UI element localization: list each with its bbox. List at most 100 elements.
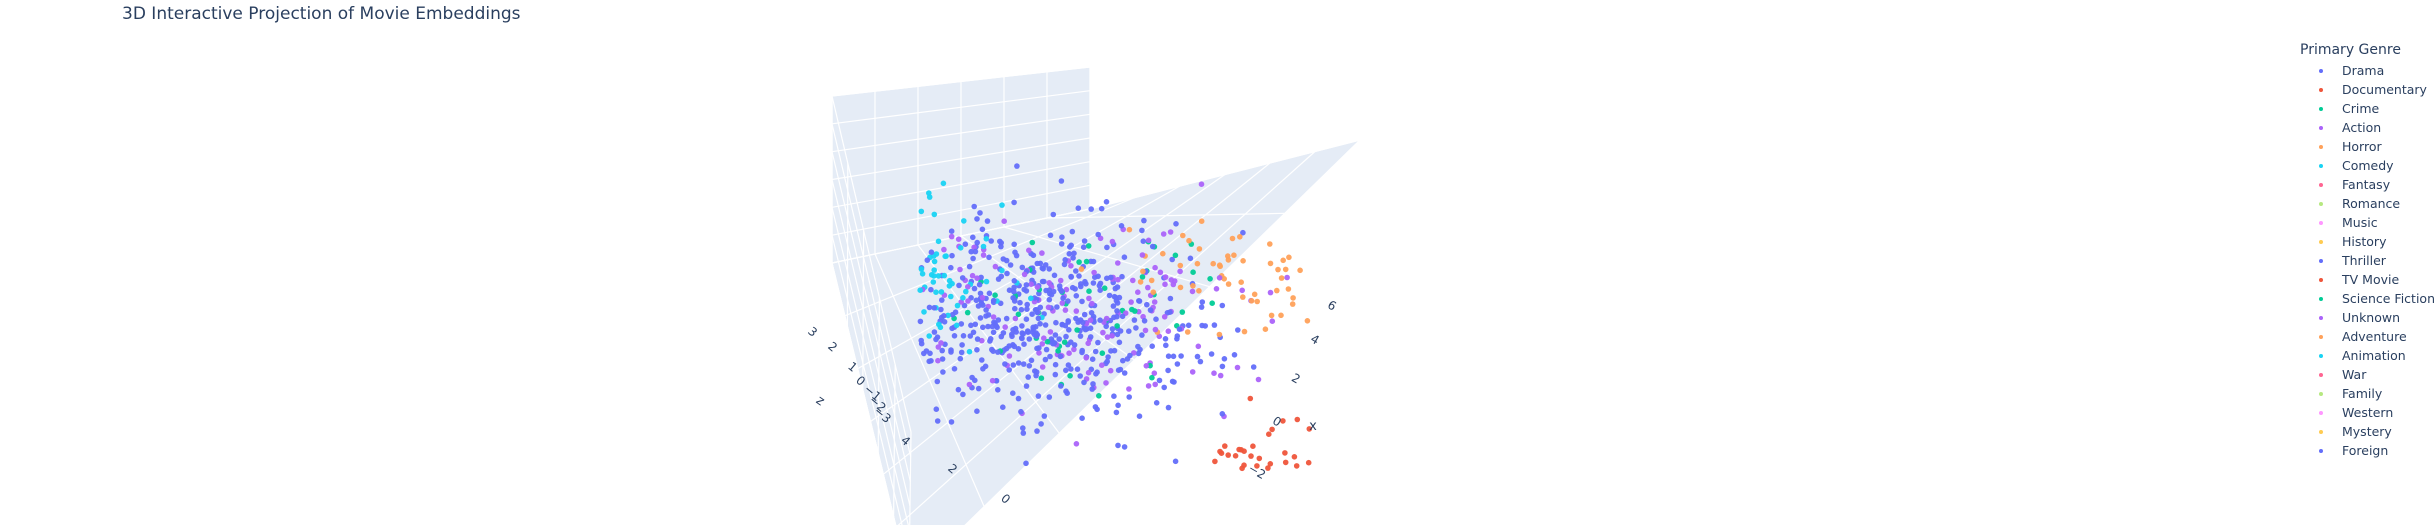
- point-drama[interactable]: [1080, 244, 1087, 250]
- point-drama[interactable]: [1097, 287, 1103, 294]
- point-drama[interactable]: [1161, 384, 1167, 391]
- point-comedy[interactable]: [1028, 295, 1034, 302]
- point-horror[interactable]: [1280, 257, 1286, 264]
- point-drama[interactable]: [1056, 336, 1062, 342]
- point-drama[interactable]: [1014, 163, 1020, 169]
- point-drama[interactable]: [1167, 295, 1174, 302]
- point-drama[interactable]: [1108, 348, 1114, 354]
- point-drama[interactable]: [1119, 273, 1125, 280]
- legend-item[interactable]: Documentary: [2300, 80, 2435, 99]
- point-drama[interactable]: [1063, 333, 1069, 340]
- point-drama[interactable]: [1054, 304, 1060, 310]
- point-crime[interactable]: [1096, 393, 1102, 399]
- point-documentary[interactable]: [1265, 465, 1271, 471]
- point-drama[interactable]: [1033, 372, 1039, 379]
- point-drama[interactable]: [1057, 353, 1064, 360]
- legend-item[interactable]: Fantasy: [2300, 175, 2435, 194]
- point-drama[interactable]: [1042, 356, 1049, 363]
- point-drama[interactable]: [951, 333, 958, 339]
- point-documentary[interactable]: [1232, 453, 1239, 459]
- point-drama[interactable]: [1090, 381, 1096, 387]
- point-documentary[interactable]: [1266, 431, 1272, 438]
- point-drama[interactable]: [1058, 178, 1065, 184]
- point-comedy[interactable]: [983, 236, 990, 242]
- point-drama[interactable]: [931, 305, 937, 311]
- point-action[interactable]: [1073, 441, 1080, 447]
- point-drama[interactable]: [949, 252, 955, 259]
- point-horror[interactable]: [1267, 260, 1274, 267]
- point-drama[interactable]: [968, 322, 974, 329]
- point-drama[interactable]: [1103, 199, 1110, 205]
- point-drama[interactable]: [1082, 326, 1089, 333]
- point-comedy[interactable]: [931, 258, 938, 265]
- point-horror[interactable]: [1268, 312, 1275, 319]
- point-drama[interactable]: [1124, 356, 1131, 362]
- point-crime[interactable]: [1038, 375, 1045, 382]
- point-drama[interactable]: [1047, 232, 1054, 239]
- point-comedy[interactable]: [953, 322, 960, 329]
- point-crime[interactable]: [1190, 269, 1196, 276]
- point-drama[interactable]: [1144, 301, 1150, 308]
- point-drama[interactable]: [1133, 325, 1139, 331]
- point-documentary[interactable]: [1282, 450, 1288, 456]
- point-horror[interactable]: [1186, 237, 1192, 244]
- point-drama[interactable]: [1131, 317, 1138, 323]
- point-action[interactable]: [1211, 370, 1217, 377]
- point-crime[interactable]: [1076, 259, 1082, 265]
- point-horror[interactable]: [1194, 260, 1201, 267]
- point-action[interactable]: [935, 357, 941, 364]
- point-drama[interactable]: [1113, 409, 1120, 416]
- point-drama[interactable]: [1162, 336, 1169, 342]
- point-horror[interactable]: [1240, 294, 1246, 300]
- point-drama[interactable]: [1081, 311, 1088, 318]
- point-documentary[interactable]: [1248, 453, 1254, 459]
- point-drama[interactable]: [970, 329, 977, 336]
- point-action[interactable]: [1039, 341, 1046, 347]
- point-drama[interactable]: [1088, 310, 1095, 316]
- point-drama[interactable]: [1172, 458, 1179, 465]
- point-drama[interactable]: [1065, 362, 1072, 368]
- point-comedy[interactable]: [933, 289, 939, 296]
- point-action[interactable]: [1091, 269, 1097, 276]
- point-drama[interactable]: [1069, 228, 1076, 235]
- point-action[interactable]: [1083, 355, 1089, 361]
- point-drama[interactable]: [1011, 284, 1017, 291]
- point-action[interactable]: [980, 252, 987, 258]
- point-action[interactable]: [1062, 307, 1069, 313]
- point-comedy[interactable]: [938, 289, 945, 295]
- point-drama[interactable]: [938, 306, 944, 313]
- point-drama[interactable]: [1011, 278, 1018, 284]
- point-drama[interactable]: [1010, 327, 1016, 333]
- point-action[interactable]: [969, 272, 976, 279]
- point-horror[interactable]: [1278, 312, 1284, 319]
- point-drama[interactable]: [1136, 413, 1143, 420]
- point-drama[interactable]: [1024, 301, 1030, 308]
- point-action[interactable]: [1100, 329, 1106, 336]
- legend-item[interactable]: Music: [2300, 213, 2435, 232]
- point-drama[interactable]: [957, 355, 964, 362]
- point-action[interactable]: [1041, 335, 1047, 342]
- point-drama[interactable]: [958, 349, 965, 356]
- point-drama[interactable]: [973, 297, 980, 304]
- point-drama[interactable]: [1069, 284, 1076, 291]
- point-drama[interactable]: [1023, 282, 1030, 288]
- point-action[interactable]: [1167, 229, 1174, 235]
- point-comedy[interactable]: [966, 348, 973, 355]
- point-drama[interactable]: [1111, 393, 1117, 400]
- point-drama[interactable]: [1020, 425, 1026, 431]
- point-drama[interactable]: [1012, 305, 1018, 312]
- point-drama[interactable]: [988, 238, 994, 244]
- point-drama[interactable]: [1090, 280, 1097, 286]
- point-drama[interactable]: [1019, 335, 1025, 342]
- point-action[interactable]: [1267, 289, 1274, 296]
- point-horror[interactable]: [1140, 268, 1146, 275]
- point-drama[interactable]: [1098, 205, 1105, 212]
- point-drama[interactable]: [1073, 268, 1079, 274]
- point-drama[interactable]: [979, 357, 985, 363]
- point-drama[interactable]: [1025, 374, 1031, 380]
- point-drama[interactable]: [1076, 273, 1082, 279]
- point-action[interactable]: [1142, 327, 1149, 334]
- point-horror[interactable]: [1267, 241, 1273, 247]
- point-documentary[interactable]: [1236, 446, 1242, 453]
- legend[interactable]: Primary Genre Drama Documentary Crime Actio…: [2300, 42, 2435, 460]
